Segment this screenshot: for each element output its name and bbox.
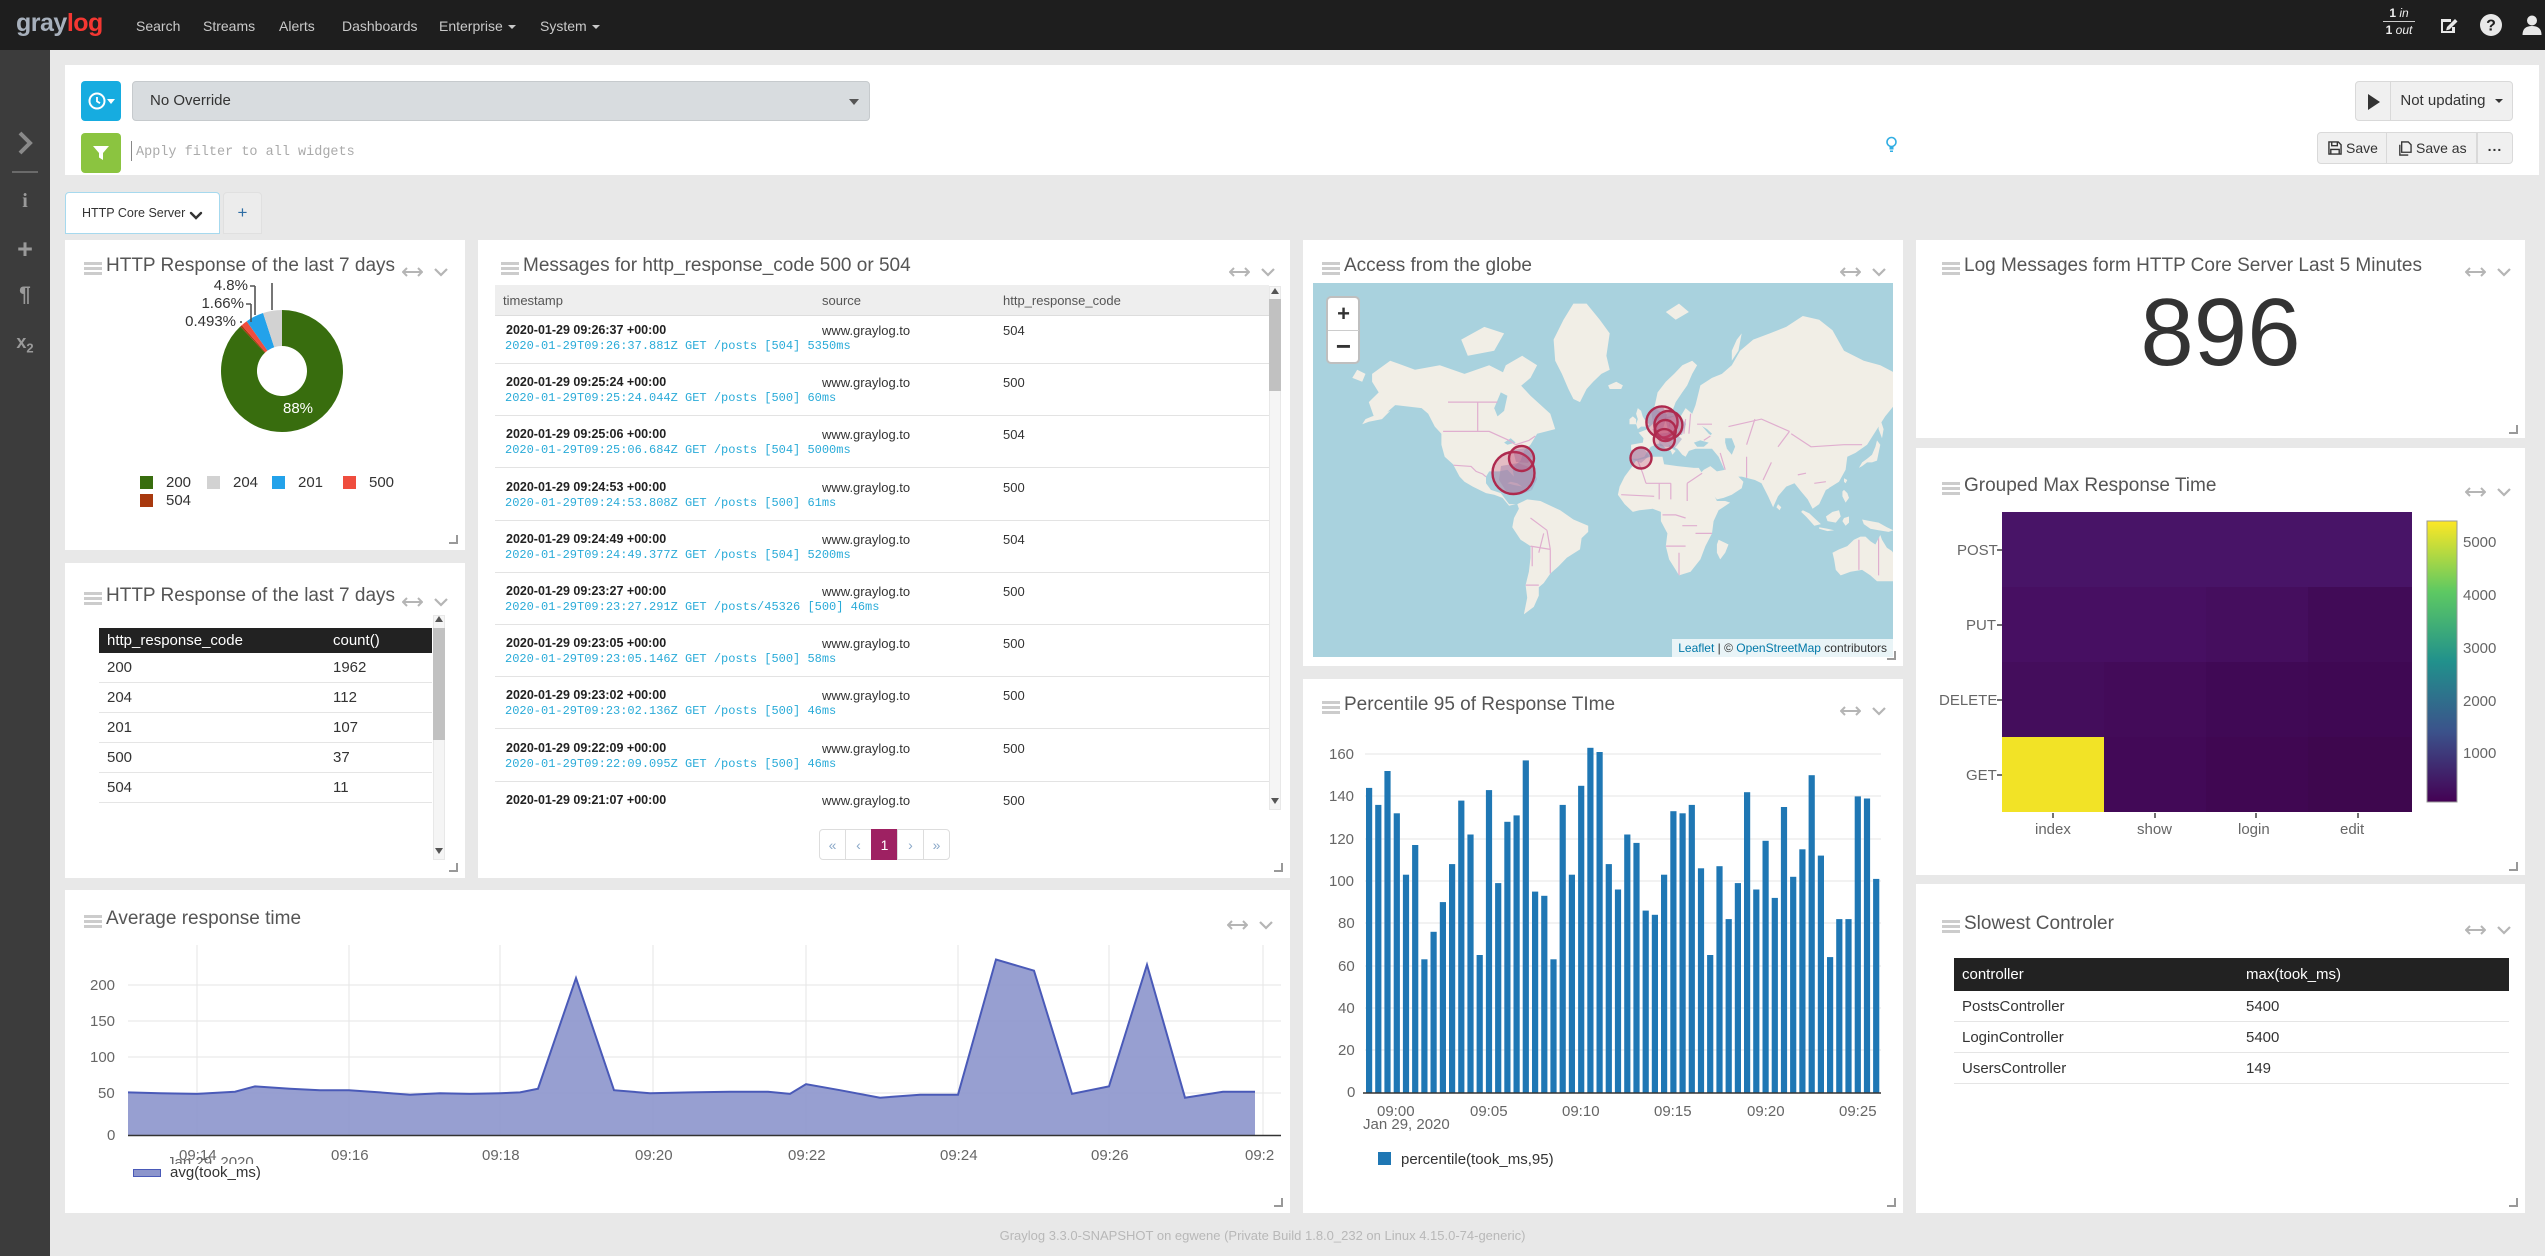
svg-text:?: ? xyxy=(2486,18,2496,35)
